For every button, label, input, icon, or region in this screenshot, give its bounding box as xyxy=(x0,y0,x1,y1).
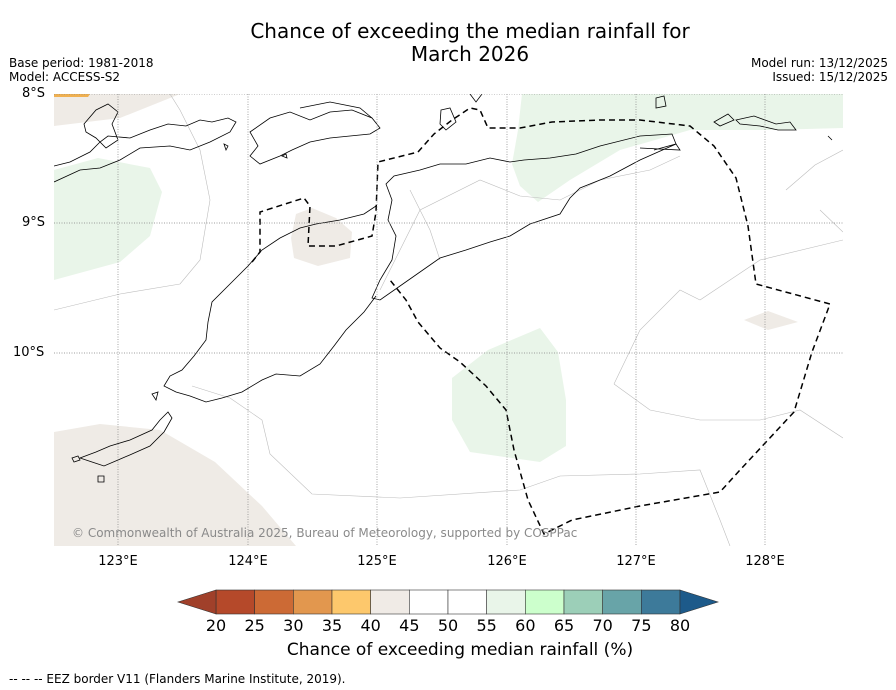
tercile-fill-above xyxy=(452,328,566,462)
lat-label-9s: 9°S xyxy=(22,215,46,230)
colorbar-segment xyxy=(331,589,371,615)
lon-label-127e: 127°E xyxy=(616,554,656,569)
meta-right: Model run: 13/12/2025 Issued: 15/12/2025 xyxy=(751,56,888,84)
graticule xyxy=(54,94,843,546)
colorbar-tick-label: 75 xyxy=(631,616,652,635)
base-period: Base period: 1981-2018 xyxy=(9,56,154,70)
model-run: Model run: 13/12/2025 xyxy=(750,56,888,70)
lon-label-123e: 123°E xyxy=(98,554,138,569)
lon-label-128e: 128°E xyxy=(745,554,785,569)
colorbar-tick-label: 80 xyxy=(669,616,691,635)
colorbar-segment xyxy=(215,589,255,615)
colorbar-tick-label: 35 xyxy=(321,616,343,635)
colorbar-segment xyxy=(525,589,565,615)
tercile-fill-orange xyxy=(54,94,90,97)
lon-label-125e: 125°E xyxy=(357,554,397,569)
tercile-fill-below xyxy=(54,424,296,546)
faint-contours xyxy=(54,94,843,546)
colorbar-segment xyxy=(486,589,526,615)
tercile-fill-below xyxy=(291,208,352,266)
colorbar-segment xyxy=(563,589,603,615)
meta-left: Base period: 1981-2018 Model: ACCESS-S2 xyxy=(9,56,154,84)
colorbar-under-arrow xyxy=(177,589,217,615)
colorbar-segment xyxy=(641,589,681,615)
colorbar-tick-label: 65 xyxy=(553,616,575,635)
issued-date: Issued: 15/12/2025 xyxy=(772,70,888,84)
colorbar-tick-label: 20 xyxy=(205,616,227,635)
lon-label-124e: 124°E xyxy=(228,554,268,569)
colorbar-over-arrow xyxy=(679,589,719,615)
colorbar-label: Chance of exceeding median rainfall (%) xyxy=(286,640,634,660)
tercile-fill-above xyxy=(512,94,843,202)
colorbar-tick-label: 45 xyxy=(399,616,420,635)
map-title: Chance of exceeding the median rainfall … xyxy=(170,20,770,66)
colorbar-tick-label: 55 xyxy=(476,616,497,635)
tercile-fill-below xyxy=(54,94,180,126)
model-name: Model: ACCESS-S2 xyxy=(9,70,121,84)
colorbar-segment xyxy=(254,589,294,615)
lat-label-10s: 10°S xyxy=(13,345,45,360)
title-line-1: Chance of exceeding the median rainfall … xyxy=(250,19,690,43)
colorbar-segment xyxy=(447,589,487,615)
copyright-notice: © Commonwealth of Australia 2025, Bureau… xyxy=(72,526,578,540)
tercile-fill-below xyxy=(744,311,798,330)
tercile-fill-above xyxy=(54,158,162,280)
lat-label-8s: 8°S xyxy=(22,86,46,101)
lon-label-126e: 126°E xyxy=(487,554,527,569)
colorbar-tick-label: 60 xyxy=(515,616,536,635)
colorbar-tick-label: 30 xyxy=(283,616,304,635)
colorbar-tick-label: 40 xyxy=(360,616,381,635)
colorbar-tick-label: 25 xyxy=(244,616,265,635)
colorbar-segment xyxy=(370,589,410,615)
colorbar-segment xyxy=(293,589,333,615)
title-line-2: March 2026 xyxy=(410,42,530,66)
colorbar-segment xyxy=(409,589,449,615)
colorbar-tick-label: 50 xyxy=(437,616,459,635)
colorbar-tick-label: 70 xyxy=(592,616,613,635)
colorbar-segment xyxy=(602,589,642,615)
footer-note: -- -- -- EEZ border V11 (Flanders Marine… xyxy=(9,672,346,686)
coastlines xyxy=(54,94,833,483)
